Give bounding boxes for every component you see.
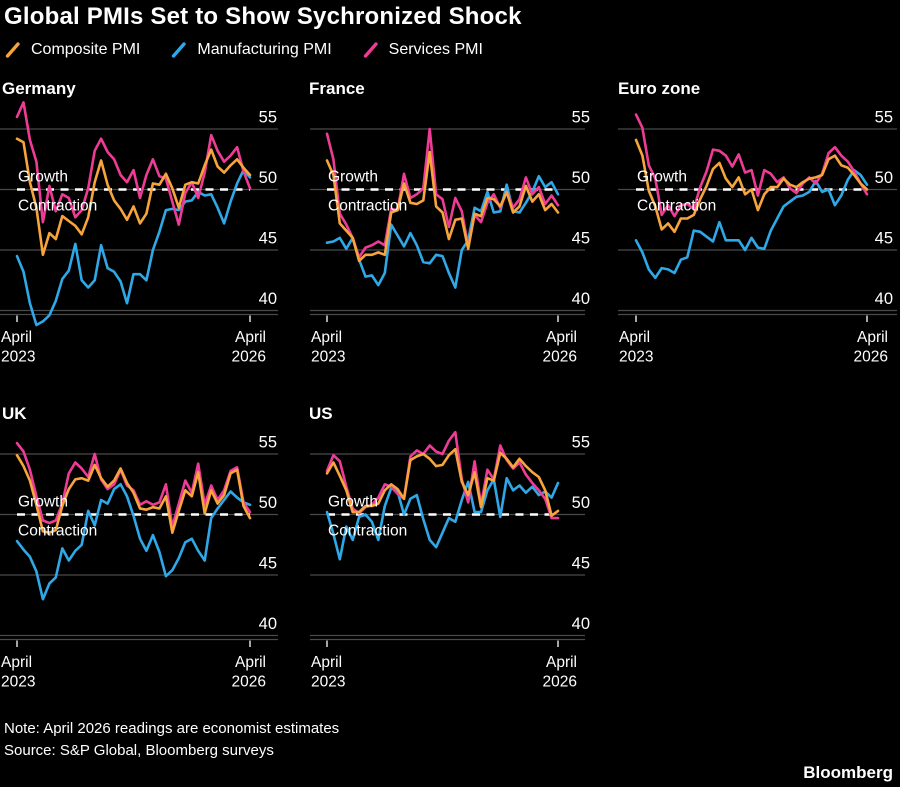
x-start-label: April [1, 329, 32, 346]
legend-item-composite: Composite PMI [4, 41, 140, 59]
footer-source: Source: S&P Global, Bloomberg surveys [4, 742, 274, 760]
x-start-label: April [311, 329, 342, 346]
charts-grid: 55 50 45 40 Growth Contraction April 2023 April 2… [0, 76, 900, 696]
series-line-manufacturing [15, 168, 252, 326]
contraction-label: Contraction [18, 522, 97, 539]
y-tick-label: 40 [259, 290, 277, 308]
chart-canvas: 55 50 45 40 Growth Contraction April 2023 April 2… [309, 79, 590, 366]
legend-item-services: Services PMI [362, 41, 483, 59]
footer-note: Note: April 2026 readings are economist … [4, 719, 340, 737]
chart-canvas: 55 50 45 40 Growth Contraction April 2023 April 2… [309, 404, 590, 691]
growth-label: Growth [18, 493, 68, 510]
contraction-label: Contraction [637, 197, 716, 214]
legend-label: Manufacturing PMI [197, 40, 332, 58]
chart-title: US [309, 404, 333, 423]
y-tick-label: 40 [572, 290, 590, 308]
chart-title: Germany [2, 79, 76, 98]
contraction-label: Contraction [328, 197, 407, 214]
series-line-manufacturing [634, 168, 869, 279]
x-end-label: April [546, 654, 577, 671]
growth-label: Growth [328, 168, 378, 185]
x-start-label: 2023 [311, 673, 345, 690]
x-start-label: 2023 [1, 673, 35, 690]
series-line-services [15, 100, 252, 226]
growth-label: Growth [637, 168, 687, 185]
y-tick-label: 50 [259, 494, 277, 512]
y-tick-label: 55 [259, 108, 277, 126]
x-start-label: 2023 [311, 348, 345, 365]
x-end-label: April [546, 329, 577, 346]
page-title: Global PMIs Set to Show Sychronized Shoc… [4, 3, 522, 30]
x-end-label: April [235, 329, 266, 346]
services-line-swatch-icon [363, 41, 378, 58]
x-end-label: April [857, 329, 888, 346]
series-line-manufacturing [325, 174, 560, 289]
y-tick-label: 45 [259, 229, 277, 247]
y-tick-label: 50 [572, 494, 590, 512]
y-tick-label: 55 [875, 108, 893, 126]
series-line-composite [325, 150, 560, 262]
x-start-label: April [619, 329, 650, 346]
x-end-label: April [235, 654, 266, 671]
legend-label: Services PMI [388, 40, 483, 58]
x-end-label: 2026 [232, 348, 266, 365]
series-line-composite [325, 447, 560, 517]
series-line-composite [634, 138, 869, 233]
x-start-label: 2023 [619, 348, 653, 365]
chart-title: France [309, 79, 365, 98]
contraction-label: Contraction [328, 522, 407, 539]
y-tick-label: 40 [875, 290, 893, 308]
x-end-label: 2026 [854, 348, 888, 365]
chart-title: UK [2, 404, 27, 423]
footer: Note: April 2026 readings are economist … [4, 718, 900, 763]
series-line-services [325, 127, 560, 259]
series-line-manufacturing [15, 482, 252, 601]
chart-title: Euro zone [618, 79, 700, 98]
y-tick-label: 50 [572, 169, 590, 187]
y-tick-label: 55 [572, 108, 590, 126]
y-tick-label: 50 [875, 169, 893, 187]
chart-canvas: 55 50 45 40 Growth Contraction April 2023 April 2… [0, 404, 278, 690]
chart-euro-zone: 55 50 45 40 Growth Contraction April 2023 April 2… [600, 76, 900, 371]
contraction-label: Contraction [18, 197, 97, 214]
y-tick-label: 50 [259, 169, 277, 187]
x-end-label: 2026 [543, 673, 577, 690]
manufacturing-line-swatch-icon [172, 41, 187, 58]
y-tick-label: 45 [572, 554, 590, 572]
chart-us: 55 50 45 40 Growth Contraction April 2023 April 2… [300, 401, 600, 696]
x-start-label: 2023 [1, 348, 35, 365]
legend-label: Composite PMI [31, 40, 141, 58]
y-tick-label: 40 [572, 615, 590, 633]
y-tick-label: 45 [259, 554, 277, 572]
chart-france: 55 50 45 40 Growth Contraction April 2023 April 2… [300, 76, 600, 371]
chart-canvas: 55 50 45 40 Growth Contraction April 2023 April 2… [0, 79, 278, 365]
y-tick-label: 45 [572, 229, 590, 247]
series-line-manufacturing [325, 476, 560, 561]
x-start-label: April [1, 654, 32, 671]
composite-line-swatch-icon [5, 41, 20, 58]
series-line-services [634, 112, 869, 217]
legend-item-manufacturing: Manufacturing PMI [170, 40, 332, 59]
chart-uk: 55 50 45 40 Growth Contraction April 2023 April 2… [0, 401, 300, 696]
series-line-services [15, 441, 252, 528]
series-line-composite [15, 453, 252, 534]
growth-label: Growth [18, 168, 68, 185]
chart-canvas: 55 50 45 40 Growth Contraction April 2023 April 2… [618, 79, 897, 365]
y-tick-label: 55 [259, 433, 277, 451]
y-tick-label: 45 [875, 229, 893, 247]
y-tick-label: 55 [572, 433, 590, 451]
y-tick-label: 40 [259, 615, 277, 633]
chart-germany: 55 50 45 40 Growth Contraction April 2023 April 2… [0, 76, 300, 371]
series-line-composite [15, 136, 252, 256]
x-start-label: April [311, 654, 342, 671]
bloomberg-logo: Bloomberg [803, 763, 893, 782]
x-end-label: 2026 [232, 673, 266, 690]
x-end-label: 2026 [543, 348, 577, 365]
growth-label: Growth [328, 493, 378, 510]
legend: Composite PMI Manufacturing PMI Services P… [4, 39, 900, 61]
